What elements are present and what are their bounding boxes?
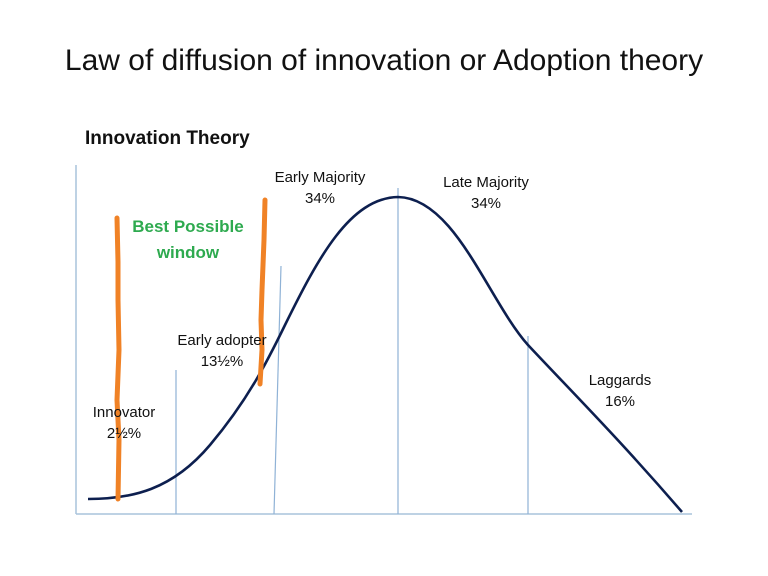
section-heading: Innovation Theory — [85, 128, 250, 149]
window-right-marker — [257, 197, 268, 387]
segment-innovator: Innovator 2½% — [68, 402, 180, 444]
segment-early-majority-name: Early Majority — [274, 169, 366, 186]
divider-early-adopter — [273, 265, 282, 515]
segment-laggards-name: Laggards — [588, 372, 652, 389]
segment-early-adopter: Early adopter 13½% — [160, 330, 284, 372]
bell-curve — [87, 195, 683, 513]
segment-early-majority: Early Majority 34% — [254, 167, 386, 209]
slide-title: Law of diffusion of innovation or Adopti… — [64, 44, 704, 77]
segment-early-adopter-name: Early adopter — [177, 332, 267, 349]
segment-early-majority-pct: 34% — [304, 190, 336, 207]
best-window-line1: Best Possible — [132, 217, 244, 236]
segment-early-adopter-pct: 13½% — [200, 353, 244, 370]
segment-laggards: Laggards 16% — [570, 370, 670, 412]
segment-late-majority: Late Majority 34% — [420, 172, 552, 214]
segment-late-majority-name: Late Majority — [443, 174, 529, 191]
best-window-line2: window — [156, 243, 220, 262]
segment-late-majority-pct: 34% — [470, 195, 502, 212]
segment-innovator-pct: 2½% — [106, 425, 142, 442]
window-left-marker — [114, 215, 122, 502]
segment-laggards-pct: 16% — [604, 393, 636, 410]
best-window-label: Best Possible window — [118, 214, 258, 266]
segment-innovator-name: Innovator — [92, 404, 156, 421]
